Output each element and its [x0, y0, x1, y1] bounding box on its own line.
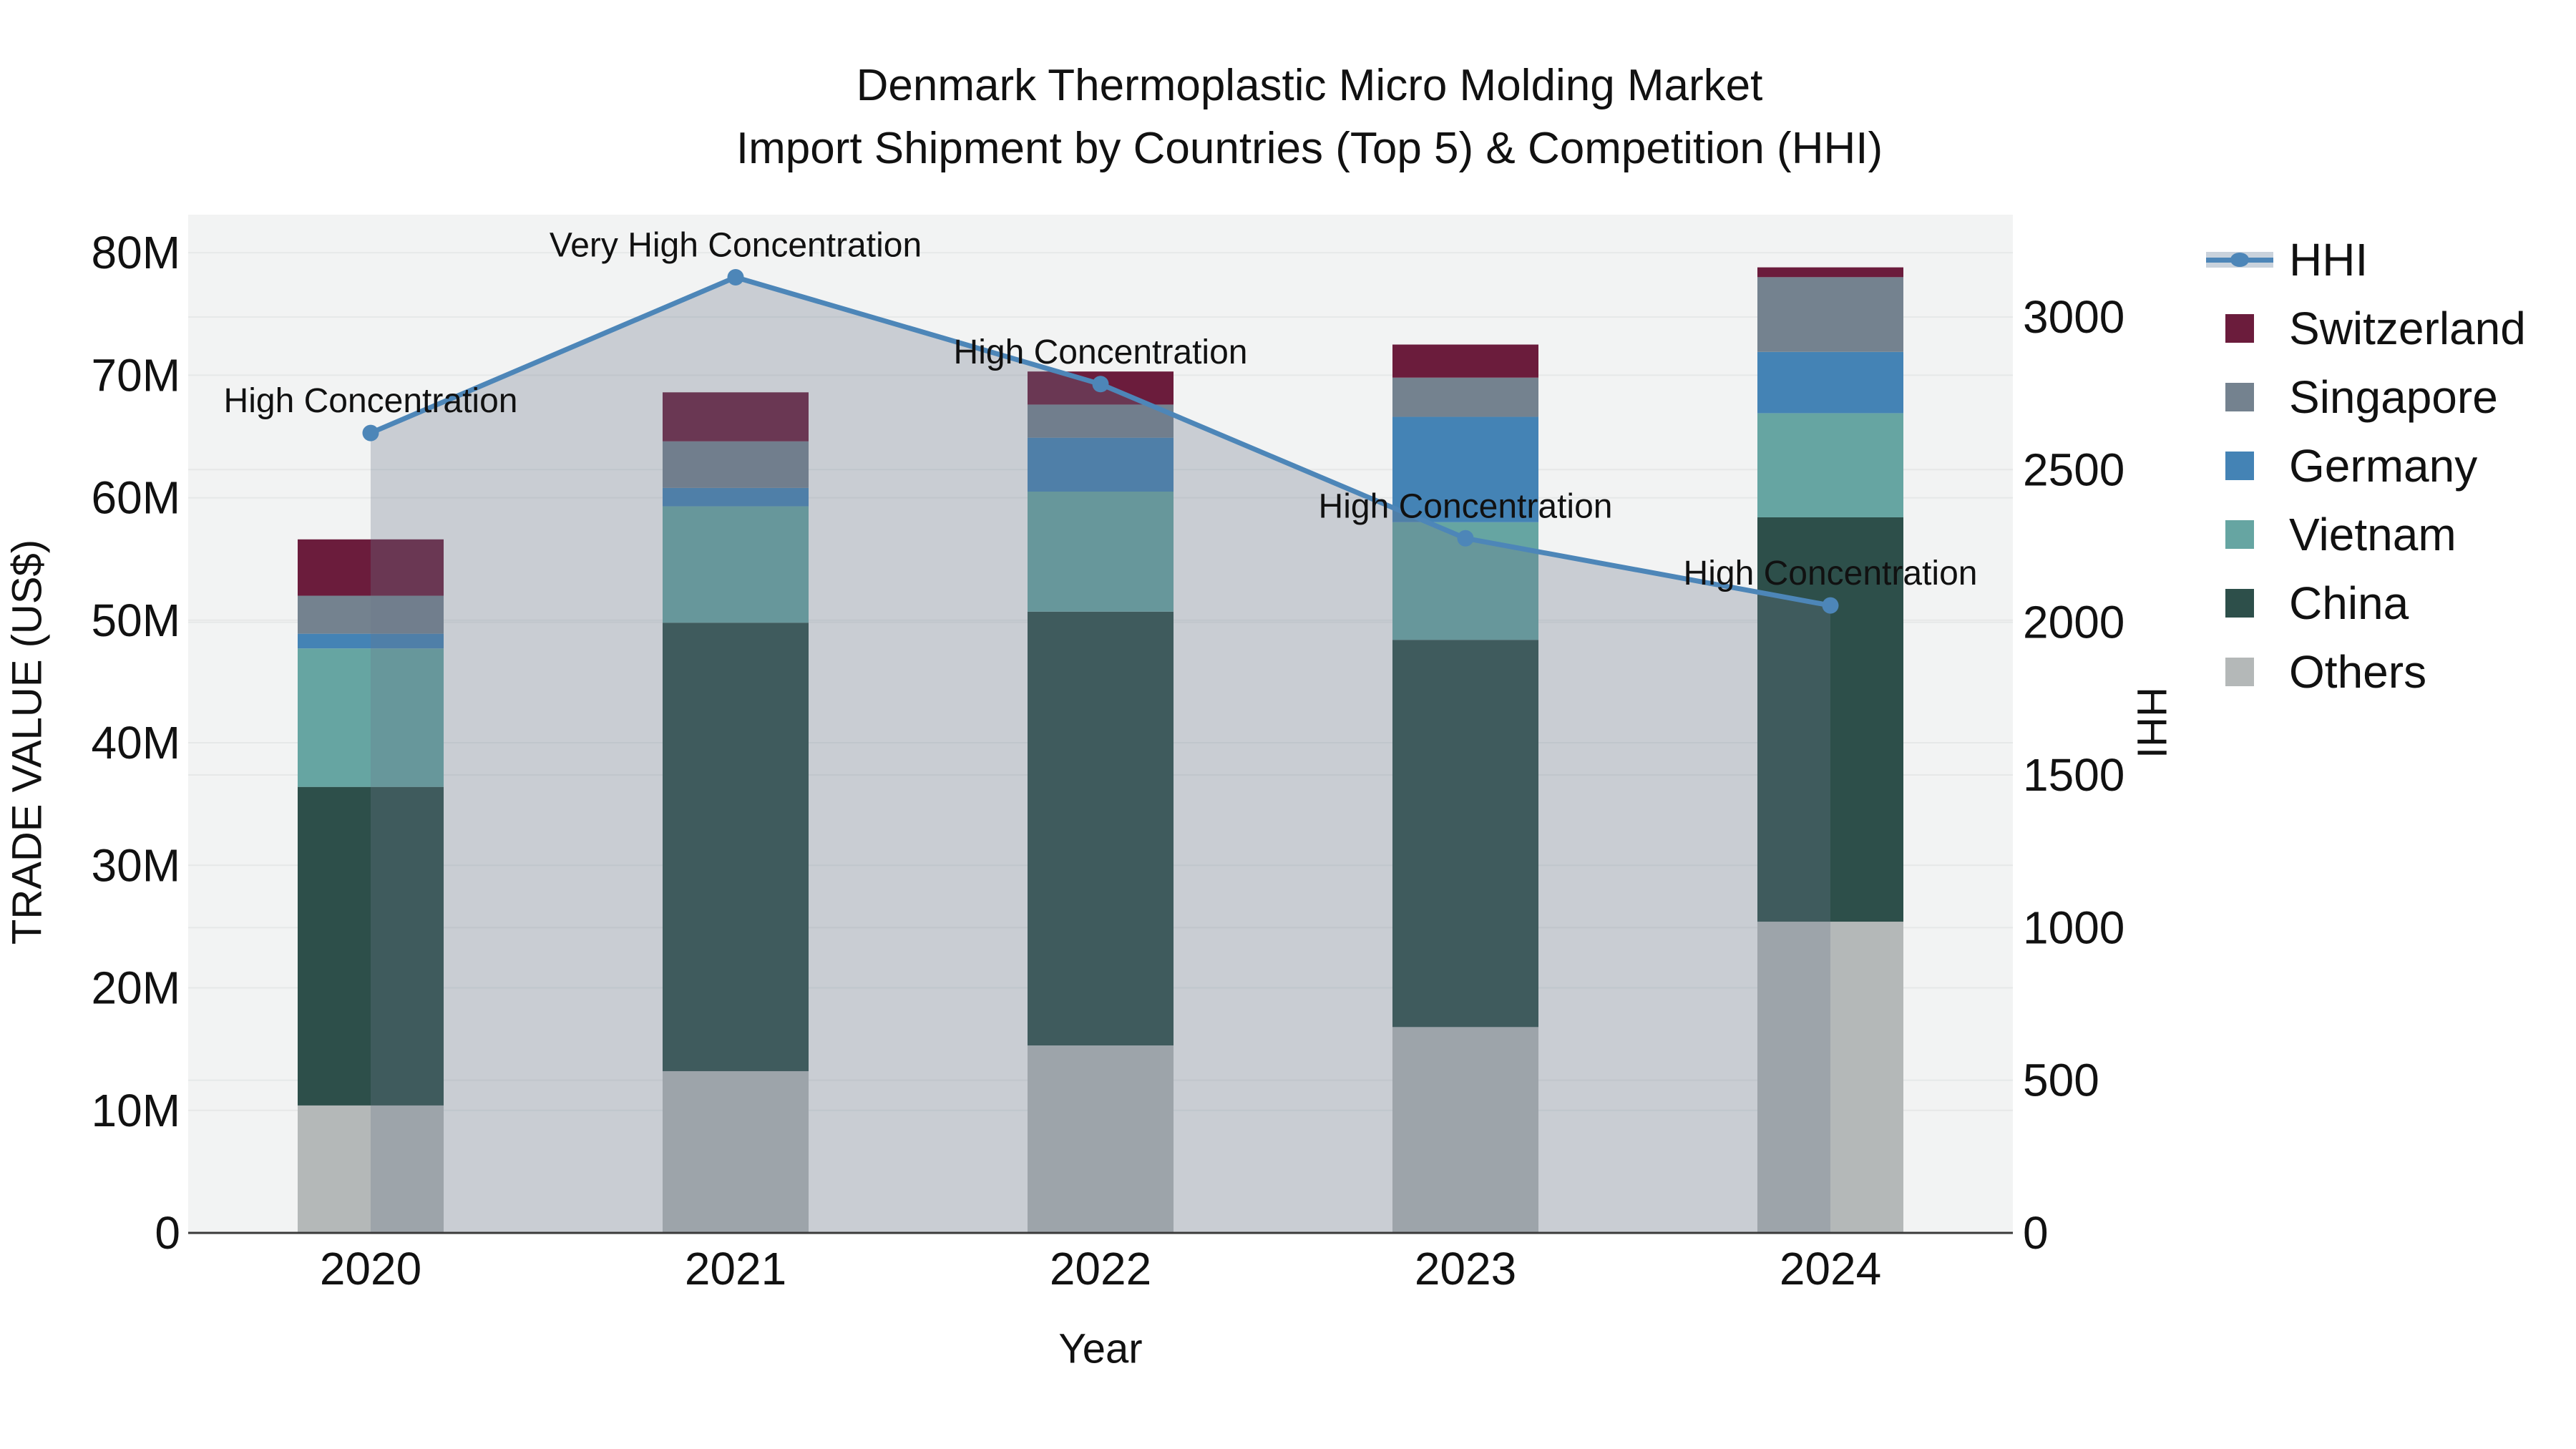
legend-swatch-icon [2206, 383, 2273, 411]
legend-label: China [2289, 577, 2409, 629]
legend-label: Germany [2289, 440, 2478, 492]
left-tick-label: 40M [92, 717, 181, 769]
bar-segment-others-2024[interactable] [1757, 922, 1903, 1233]
bar-segment-germany-2020[interactable] [298, 633, 444, 649]
bar-segment-others-2022[interactable] [1028, 1045, 1174, 1233]
bar-segment-germany-2024[interactable] [1757, 351, 1903, 414]
bar-segment-germany-2021[interactable] [663, 487, 809, 507]
annotation-2021: Very High Concentration [550, 226, 922, 264]
legend-swatch-icon [2206, 658, 2273, 686]
left-tick-label: 70M [92, 349, 181, 401]
bar-segment-vietnam-2022[interactable] [1028, 492, 1174, 612]
hhi-marker-2024[interactable] [1822, 597, 1839, 614]
left-tick-label: 60M [92, 472, 181, 524]
bar-segment-switzerland-2020[interactable] [298, 539, 444, 596]
legend-item-hhi[interactable]: HHI [2206, 225, 2526, 294]
right-tick-label: 2000 [2023, 597, 2124, 648]
legend-item-china[interactable]: China [2206, 569, 2526, 638]
bar-segment-singapore-2022[interactable] [1028, 404, 1174, 438]
hhi-line-icon [2206, 245, 2273, 274]
legend-item-switzerland[interactable]: Switzerland [2206, 294, 2526, 363]
bar-segment-switzerland-2023[interactable] [1392, 344, 1538, 378]
right-tick-label: 2500 [2023, 444, 2124, 495]
legend-swatch-icon [2206, 314, 2273, 343]
annotation-2023: High Concentration [1319, 487, 1613, 525]
bar-segment-switzerland-2021[interactable] [663, 392, 809, 441]
legend-label: Singapore [2289, 371, 2498, 423]
annotation-2020: High Concentration [224, 382, 518, 420]
legend-item-others[interactable]: Others [2206, 638, 2526, 706]
legend-label: HHI [2289, 234, 2368, 286]
bar-segment-vietnam-2020[interactable] [298, 648, 444, 787]
bar-segment-others-2023[interactable] [1392, 1027, 1538, 1233]
bar-segment-vietnam-2024[interactable] [1757, 413, 1903, 517]
x-tick-label: 2021 [685, 1243, 786, 1294]
left-tick-label: 20M [92, 962, 181, 1014]
legend-swatch-icon [2206, 452, 2273, 480]
legend-item-germany[interactable]: Germany [2206, 431, 2526, 500]
legend-item-vietnam[interactable]: Vietnam [2206, 500, 2526, 569]
bar-segment-china-2023[interactable] [1392, 640, 1538, 1028]
legend-swatch-icon [2206, 589, 2273, 618]
legend: HHI Switzerland Singapore Germany Vietnam Chi… [2206, 225, 2526, 706]
hhi-marker-2020[interactable] [362, 424, 379, 441]
bar-segment-germany-2023[interactable] [1392, 416, 1538, 522]
x-tick-label: 2024 [1780, 1243, 1881, 1294]
left-tick-label: 0 [155, 1207, 180, 1259]
bar-segment-others-2021[interactable] [663, 1070, 809, 1233]
bar-segment-vietnam-2021[interactable] [663, 506, 809, 623]
chart-title: Denmark Thermoplastic Micro Molding Mark… [0, 54, 2576, 180]
right-axis-title: HHI [2128, 687, 2175, 758]
hhi-marker-2021[interactable] [727, 268, 744, 286]
hhi-marker-2023[interactable] [1457, 530, 1474, 547]
annotation-2022: High Concentration [954, 333, 1248, 371]
legend-swatch-icon [2206, 520, 2273, 549]
left-tick-label: 50M [92, 595, 181, 646]
annotation-2024: High Concentration [1684, 555, 1978, 592]
bar-segment-china-2021[interactable] [663, 623, 809, 1071]
x-tick-label: 2022 [1050, 1243, 1151, 1294]
bar-segment-germany-2022[interactable] [1028, 437, 1174, 492]
chart-title-line2: Import Shipment by Countries (Top 5) & C… [736, 124, 1883, 173]
legend-label: Vietnam [2289, 509, 2457, 560]
bar-segment-singapore-2021[interactable] [663, 441, 809, 488]
x-axis-title: Year [1058, 1325, 1143, 1372]
hhi-area [371, 277, 1830, 1234]
x-tick-label: 2023 [1415, 1243, 1516, 1294]
bar-segment-others-2020[interactable] [298, 1105, 444, 1233]
bar-segment-china-2024[interactable] [1757, 517, 1903, 922]
bar-segment-china-2020[interactable] [298, 786, 444, 1106]
bar-segment-switzerland-2024[interactable] [1757, 267, 1903, 278]
bar-segment-singapore-2024[interactable] [1757, 277, 1903, 352]
legend-item-singapore[interactable]: Singapore [2206, 363, 2526, 431]
chart-title-line1: Denmark Thermoplastic Micro Molding Mark… [856, 61, 1763, 110]
x-tick-label: 2020 [320, 1243, 421, 1294]
left-tick-label: 80M [92, 227, 181, 278]
right-tick-label: 1500 [2023, 749, 2124, 801]
legend-label: Others [2289, 646, 2427, 698]
left-axis-title: TRADE VALUE (US$) [4, 539, 51, 945]
right-tick-label: 0 [2023, 1207, 2049, 1259]
legend-label: Switzerland [2289, 303, 2526, 354]
left-tick-label: 10M [92, 1085, 181, 1136]
bar-segment-singapore-2020[interactable] [298, 595, 444, 634]
left-tick-label: 30M [92, 839, 181, 891]
bar-segment-singapore-2023[interactable] [1392, 377, 1538, 417]
bar-segment-china-2022[interactable] [1028, 611, 1174, 1046]
hhi-marker-2022[interactable] [1092, 376, 1109, 393]
right-tick-label: 1000 [2023, 902, 2124, 953]
right-tick-label: 500 [2023, 1055, 2099, 1106]
right-tick-label: 3000 [2023, 291, 2124, 343]
